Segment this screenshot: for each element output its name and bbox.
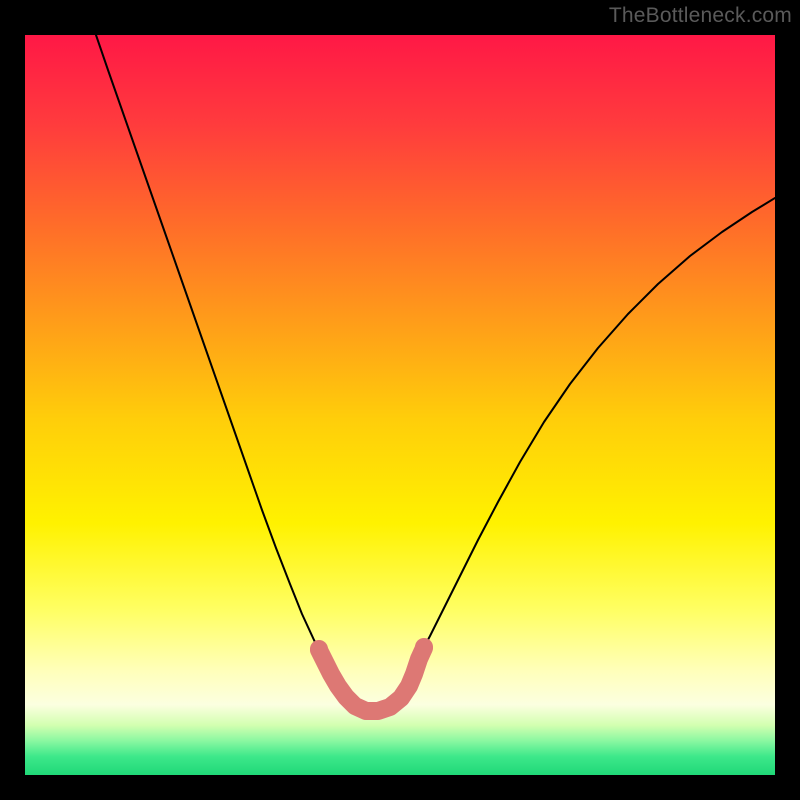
gradient-background [25, 35, 775, 775]
chart-container: TheBottleneck.com [0, 0, 800, 800]
plot-area [25, 35, 775, 775]
plot-svg [25, 35, 775, 775]
highlight-end-left [310, 640, 328, 658]
attribution-text: TheBottleneck.com [609, 4, 792, 28]
highlight-end-right [415, 638, 433, 656]
